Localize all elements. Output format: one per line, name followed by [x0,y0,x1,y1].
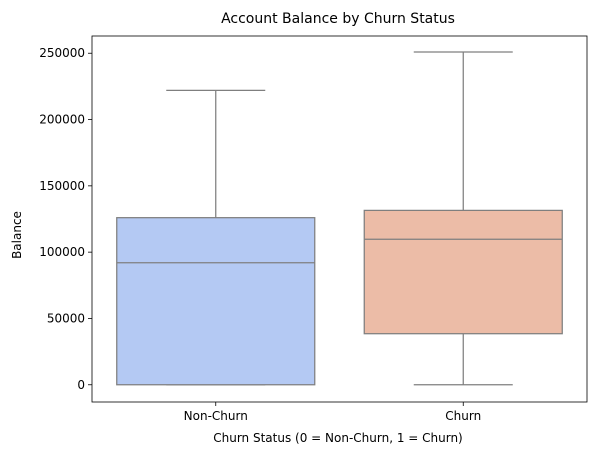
y-tick-label: 0 [77,378,85,392]
y-axis-label: Balance [10,211,24,259]
box-group-churn [364,52,562,385]
x-tick-label: Non-Churn [184,409,248,423]
y-tick-label: 100000 [39,245,85,259]
y-tick-label: 200000 [39,113,85,127]
plot-area [92,36,587,402]
y-tick-label: 50000 [47,311,85,325]
iqr-box [364,210,562,333]
y-tick-label: 250000 [39,46,85,60]
x-axis-label: Churn Status (0 = Non-Churn, 1 = Churn) [213,431,463,445]
y-axis: 0 50000 100000 150000 200000 250000 [39,46,92,392]
x-axis: Non-Churn Churn [184,402,482,423]
y-tick-label: 150000 [39,179,85,193]
x-tick-label: Churn [445,409,481,423]
iqr-box [117,218,315,385]
box-group-non-churn [117,90,315,384]
chart-title: Account Balance by Churn Status [221,11,455,27]
